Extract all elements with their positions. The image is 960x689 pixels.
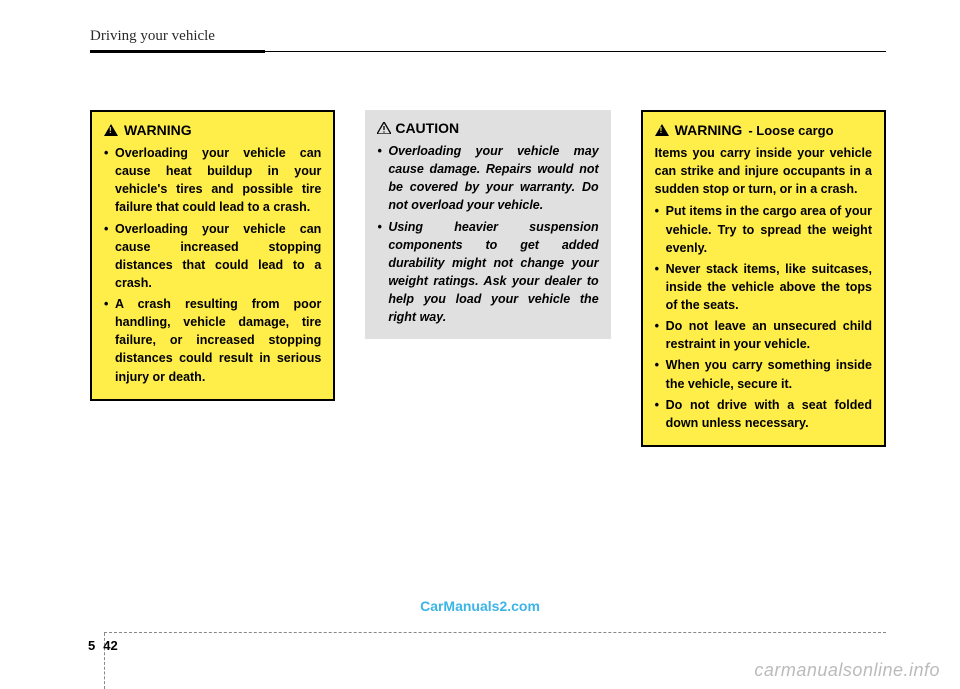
warning-list-left: Overloading your vehicle can cause heat … (104, 144, 321, 386)
header-rule-thick (90, 50, 265, 53)
warning-label-right: WARNING (675, 122, 743, 138)
warning-item: Never stack items, like suitcases, insid… (655, 260, 872, 314)
warning-list-right: Put items in the cargo area of your vehi… (655, 202, 872, 432)
warning-subtitle: - Loose cargo (748, 123, 833, 138)
section-number: 5 (88, 638, 95, 653)
warning-icon (104, 124, 118, 136)
warning-item: Overloading your vehicle can cause heat … (104, 144, 321, 217)
warning-item: Overloading your vehicle can cause incre… (104, 220, 321, 293)
column-left: WARNING Overloading your vehicle can cau… (90, 110, 335, 447)
brand-watermark: carmanualsonline.info (754, 660, 940, 681)
page-number: 5 42 (88, 638, 118, 653)
caution-icon (377, 122, 389, 134)
warning-item: A crash resulting from poor handling, ve… (104, 295, 321, 386)
caution-item: Using heavier suspension components to g… (377, 218, 598, 327)
warning-icon (655, 124, 669, 136)
page-num: 42 (103, 638, 117, 653)
caution-label: CAUTION (395, 120, 459, 136)
column-middle: CAUTION Overloading your vehicle may cau… (365, 110, 610, 447)
warning-header-right: WARNING - Loose cargo (655, 122, 872, 138)
page-header: Driving your vehicle (90, 28, 886, 48)
warning-label: WARNING (124, 122, 192, 138)
caution-list: Overloading your vehicle may cause damag… (377, 142, 598, 326)
warning-header: WARNING (104, 122, 321, 138)
caution-header: CAUTION (377, 120, 598, 136)
warning-intro: Items you carry inside your vehicle can … (655, 144, 872, 198)
warning-box-right: WARNING - Loose cargo Items you carry in… (641, 110, 886, 447)
watermark-text: CarManuals2.com (420, 598, 540, 614)
warning-item: When you carry something inside the vehi… (655, 356, 872, 392)
warning-item: Do not leave an unsecured child restrain… (655, 317, 872, 353)
column-right: WARNING - Loose cargo Items you carry in… (641, 110, 886, 447)
caution-item: Overloading your vehicle may cause damag… (377, 142, 598, 215)
warning-item: Do not drive with a seat folded down unl… (655, 396, 872, 432)
warning-box-left: WARNING Overloading your vehicle can cau… (90, 110, 335, 401)
content-columns: WARNING Overloading your vehicle can cau… (90, 110, 886, 447)
footer-dashed-line (104, 632, 886, 633)
warning-item: Put items in the cargo area of your vehi… (655, 202, 872, 256)
caution-box: CAUTION Overloading your vehicle may cau… (365, 110, 610, 339)
header-title: Driving your vehicle (90, 28, 886, 45)
